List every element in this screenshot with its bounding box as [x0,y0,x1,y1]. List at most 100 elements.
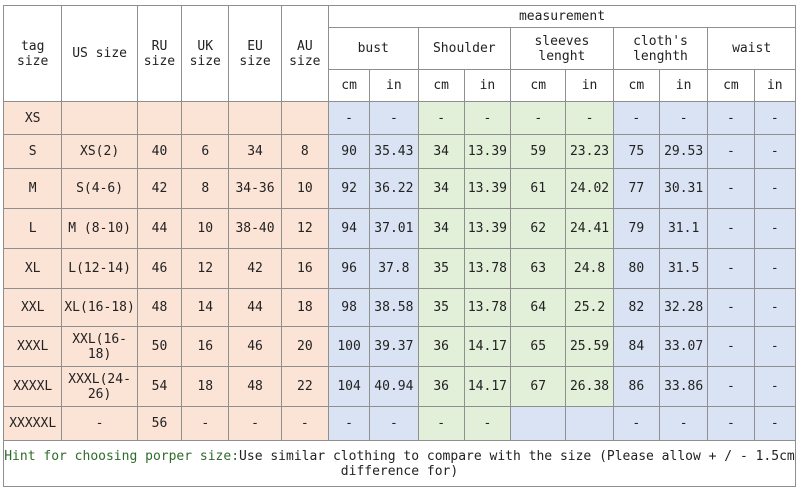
uk-size-cell: 18 [181,366,230,407]
au-size-cell: 18 [280,288,329,327]
eu-size-cell: - [228,406,282,441]
sleeves-in-cell: 25.59 [565,326,614,367]
cloths-in-cell: 31.5 [658,248,709,289]
cloths-cm-cell: 80 [612,248,660,289]
au-size-cell: 20 [280,326,329,367]
header-measurement: measurement [327,5,797,28]
sleeves-cm-cell: 61 [510,168,567,209]
bust-in-cell: 40.94 [369,366,419,407]
shoulder-cm-cell: - [417,101,465,135]
cloths-in-cell: 33.07 [658,326,709,367]
unit-header-cm: cm [417,69,465,102]
cloths-in-cell: - [658,101,709,135]
shoulder-in-cell: - [463,101,512,135]
cloths-in-cell: 31.1 [658,208,709,249]
waist-cm-cell: - [707,101,755,135]
table-row: XXXXXL -56- - - - - - - - - - - [2,406,797,441]
shoulder-cm-cell: - [417,406,465,441]
sleeves-cm-cell: 59 [510,134,567,169]
shoulder-in-cell: 13.39 [463,168,512,209]
us-size-cell [61,101,138,135]
waist-in-cell: - [753,208,797,249]
tag-size-cell: L [2,208,63,249]
cloths-cm-cell: 79 [612,208,660,249]
shoulder-cm-cell: 36 [417,366,465,407]
waist-cm-cell: - [707,406,755,441]
bust-in-cell: 36.22 [369,168,419,209]
bust-in-cell: 35.43 [369,134,419,169]
ru-size-cell: 46 [136,248,183,289]
sleeves-in-cell: 24.02 [565,168,614,209]
shoulder-in-cell: 14.17 [463,326,512,367]
tag-size-cell: XL [2,248,63,289]
hint-text: Use similar clothing to compare with the… [239,448,795,479]
unit-header-in: in [658,69,709,102]
uk-size-cell: 10 [181,208,230,249]
tag-size-cell: XS [2,101,63,135]
table-row: XXL XL(16-18) 48 14 44 18 98 38.58 35 13.78 64 25.2… [2,288,797,327]
ru-size-cell: 48 [136,288,183,327]
waist-in-cell: - [753,288,797,327]
shoulder-cm-cell: 35 [417,248,465,289]
waist-cm-cell: - [707,208,755,249]
header-cloths-length: cloth's lenghth [612,27,709,70]
ru-size-cell: 50 [136,326,183,367]
size-chart-table: tag size US size RU size UK size EU size… [2,5,797,487]
bust-cm-cell: 98 [327,288,371,327]
sleeves-cm-cell: 65 [510,326,567,367]
tag-size-cell: XXXXXL [2,406,63,441]
header-waist: waist [707,27,796,70]
sleeves-in-cell: 24.41 [565,208,614,249]
shoulder-cm-cell: 35 [417,288,465,327]
eu-size-cell: 34-36 [228,168,282,209]
table-row: XXXXL XXXL(24-26) 54 18 48 22 104 40.94 36 14.17 6… [2,366,797,407]
header-eu-size: EU size [228,5,282,102]
cloths-cm-cell: 82 [612,288,660,327]
ru-size-cell: 42 [136,168,183,209]
cloths-in-cell: 33.86 [658,366,709,407]
cloths-in-cell: 30.31 [658,168,709,209]
header-sleeves-length: sleeves lenght [510,27,614,70]
table-row: M S(4-6) 42 8 34-36 10 92 36.22 34 13.39 61 24.02 77… [2,168,797,209]
sleeves-in-cell: - [565,101,614,135]
us-size-cell: M (8-10) [61,208,138,249]
unit-header-in: in [753,69,797,102]
sleeves-cm-cell [510,406,567,441]
eu-size-cell: 48 [228,366,282,407]
unit-header-cm: cm [327,69,371,102]
header-us-size: US size [61,5,138,102]
unit-header-in: in [463,69,512,102]
uk-size-cell: 14 [181,288,230,327]
waist-cm-cell: - [707,248,755,289]
header-au-size: AU size [280,5,329,102]
unit-header-in: in [565,69,614,102]
au-size-cell: 12 [280,208,329,249]
eu-size-cell [228,101,282,135]
bust-in-cell: 37.8 [369,248,419,289]
waist-in-cell: - [753,101,797,135]
tag-size-cell: S [2,134,63,169]
cloths-in-cell: - [658,406,709,441]
bust-in-cell: - [369,406,419,441]
uk-size-cell [181,101,230,135]
tag-size-cell: M [2,168,63,209]
uk-size-cell: 6 [181,134,230,169]
bust-in-cell: 39.37 [369,326,419,367]
cloths-in-cell: 32.28 [658,288,709,327]
unit-header-in: in [369,69,419,102]
us-size-cell: XXXL(24-26) [61,366,138,407]
shoulder-cm-cell: 36 [417,326,465,367]
au-size-cell: 10 [280,168,329,209]
unit-header-cm: cm [510,69,567,102]
bust-cm-cell: 96 [327,248,371,289]
eu-size-cell: 34 [228,134,282,169]
table-row: XS - - - - - - - - - - [2,101,797,135]
unit-header-cm: cm [612,69,660,102]
waist-cm-cell: - [707,326,755,367]
bust-cm-cell: 92 [327,168,371,209]
waist-in-cell: - [753,406,797,441]
au-size-cell: - [280,406,329,441]
cloths-cm-cell: 86 [612,366,660,407]
table-row: XXXL XXL(16-18) 50 16 46 20 100 39.37 36 14.17 65 2… [2,326,797,367]
